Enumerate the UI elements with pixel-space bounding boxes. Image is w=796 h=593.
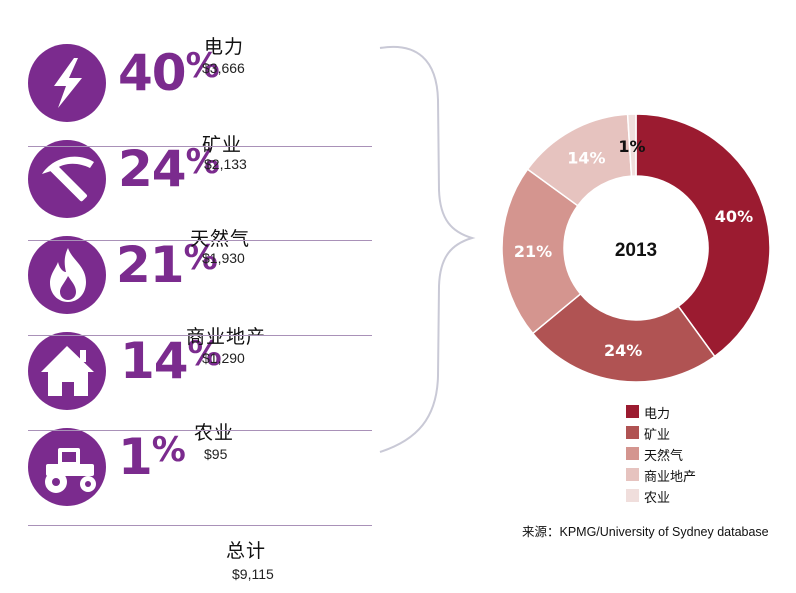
percent-number: 1: [118, 428, 153, 486]
legend-label: 商业地产: [644, 470, 697, 485]
slice-label: 40%: [715, 207, 753, 226]
percent-symbol: %: [185, 142, 220, 182]
category-amount: $95: [204, 446, 228, 462]
legend-label: 天然气: [644, 449, 684, 464]
percent-symbol: %: [151, 430, 186, 470]
category-row: 14%: [28, 320, 372, 416]
legend-swatch: [626, 405, 639, 418]
legend-swatch: [626, 489, 639, 502]
category-row: 40%: [28, 32, 372, 128]
category-name: 电力: [204, 36, 245, 58]
category-percent: 21%: [116, 236, 218, 294]
category-row: 1%: [28, 416, 372, 512]
category-amount: $1,930: [202, 250, 245, 266]
slice-label: 24%: [604, 341, 642, 360]
slice-label: 14%: [567, 149, 605, 168]
percent-number: 24: [118, 140, 187, 198]
pickaxe-icon: [28, 140, 106, 218]
percent-number: 21: [116, 236, 185, 294]
slice-label: 21%: [514, 242, 552, 261]
brace-connector: [379, 45, 476, 453]
category-name: 农业: [194, 422, 235, 444]
legend-swatch: [626, 468, 639, 481]
percent-symbol: %: [183, 238, 218, 278]
row-divider: [28, 146, 372, 147]
donut-chart: 40% 24% 21% 14% 1% 2013: [501, 113, 771, 383]
donut-center-label: 2013: [615, 240, 657, 261]
legend-label: 农业: [644, 491, 671, 506]
percent-number: 14: [120, 332, 189, 390]
donut-slice: [626, 113, 637, 177]
legend-label: 矿业: [644, 428, 671, 443]
row-divider: [28, 335, 372, 336]
category-percent: 14%: [120, 332, 222, 390]
category-name: 矿业: [202, 134, 243, 156]
donut-slice: [531, 292, 716, 383]
percent-number: 40: [118, 44, 187, 102]
percent-symbol: %: [187, 334, 222, 374]
category-row: 24%: [28, 128, 372, 224]
row-divider: [28, 525, 372, 526]
donut-slice: [501, 168, 582, 335]
category-row: 21%: [28, 224, 372, 320]
percent-symbol: %: [185, 46, 220, 86]
flame-icon: [28, 236, 106, 314]
legend-swatch: [626, 447, 639, 460]
category-percent: 40%: [118, 44, 220, 102]
donut-slice: [635, 113, 771, 358]
legend-swatch: [626, 426, 639, 439]
row-divider: [28, 430, 372, 431]
category-list: 40% 电力 $3,666 24% 矿业 $2,133 21% 天然气 $1,930 14% 商业地…: [0, 0, 372, 593]
legend-label: 电力: [644, 407, 671, 422]
house-icon: [28, 332, 106, 410]
category-amount: $1,290: [202, 350, 245, 366]
category-percent: 1%: [118, 428, 186, 486]
row-divider: [28, 240, 372, 241]
lightning-icon: [28, 44, 106, 122]
category-name: 天然气: [190, 228, 251, 250]
source-note: 来源：KPMG/University of Sydney database: [522, 525, 769, 539]
slice-label: 1%: [618, 137, 645, 156]
total-value: $9,115: [232, 566, 274, 582]
category-amount: $3,666: [202, 60, 245, 76]
category-name: 商业地产: [186, 326, 267, 348]
category-percent: 24%: [118, 140, 220, 198]
total-label: 总计: [226, 540, 267, 562]
tractor-icon: [28, 428, 106, 506]
category-amount: $2,133: [204, 156, 247, 172]
